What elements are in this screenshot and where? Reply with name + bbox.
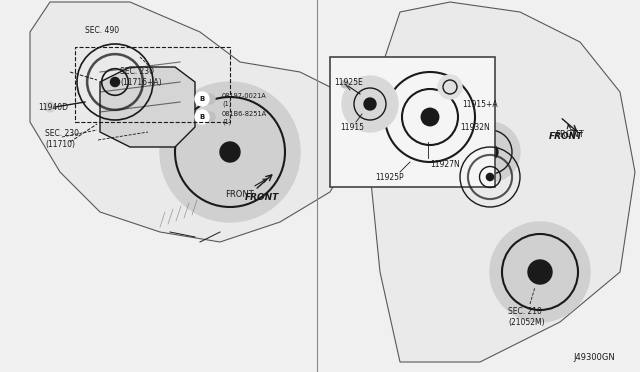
Circle shape bbox=[364, 98, 376, 110]
Circle shape bbox=[205, 94, 215, 104]
Circle shape bbox=[486, 173, 493, 180]
Bar bbox=[330, 57, 495, 187]
Circle shape bbox=[482, 144, 498, 160]
Circle shape bbox=[111, 77, 120, 87]
Bar bbox=[75, 47, 230, 122]
Text: B: B bbox=[200, 114, 205, 120]
Circle shape bbox=[45, 102, 55, 112]
Circle shape bbox=[195, 92, 209, 106]
Circle shape bbox=[422, 109, 438, 125]
Circle shape bbox=[438, 75, 462, 99]
Text: FRONT: FRONT bbox=[556, 125, 584, 139]
Circle shape bbox=[341, 80, 349, 88]
Text: 11925P: 11925P bbox=[375, 173, 404, 182]
Text: SEC. 230
(11710): SEC. 230 (11710) bbox=[45, 129, 79, 149]
Text: 11932N: 11932N bbox=[460, 122, 490, 131]
Circle shape bbox=[220, 142, 240, 162]
Circle shape bbox=[195, 110, 209, 124]
Text: 11925E: 11925E bbox=[334, 77, 363, 87]
Text: 11915: 11915 bbox=[340, 122, 364, 131]
Text: SEC. 230
(11716+A): SEC. 230 (11716+A) bbox=[120, 67, 162, 87]
Circle shape bbox=[205, 112, 215, 122]
Text: FRONT: FRONT bbox=[549, 132, 583, 141]
Circle shape bbox=[342, 76, 398, 132]
Circle shape bbox=[160, 82, 300, 222]
Text: FRONT: FRONT bbox=[226, 179, 266, 199]
Polygon shape bbox=[100, 67, 195, 147]
Text: 08197-0021A
(1): 08197-0021A (1) bbox=[222, 93, 267, 107]
Polygon shape bbox=[30, 2, 360, 242]
Text: J49300GN: J49300GN bbox=[573, 353, 615, 362]
Text: 11915+A: 11915+A bbox=[462, 99, 498, 109]
Text: SEC. 210
(21052M): SEC. 210 (21052M) bbox=[508, 307, 545, 327]
Text: FRONT: FRONT bbox=[245, 193, 279, 202]
Text: 11940D: 11940D bbox=[38, 103, 68, 112]
Circle shape bbox=[460, 122, 520, 182]
Text: 081B6-8251A
(1): 081B6-8251A (1) bbox=[222, 111, 267, 125]
Text: SEC. 490: SEC. 490 bbox=[85, 26, 119, 35]
Circle shape bbox=[195, 117, 265, 187]
Circle shape bbox=[528, 260, 552, 284]
Circle shape bbox=[490, 222, 590, 322]
Text: B: B bbox=[200, 96, 205, 102]
Text: 11927N: 11927N bbox=[430, 160, 460, 169]
Polygon shape bbox=[370, 2, 635, 362]
